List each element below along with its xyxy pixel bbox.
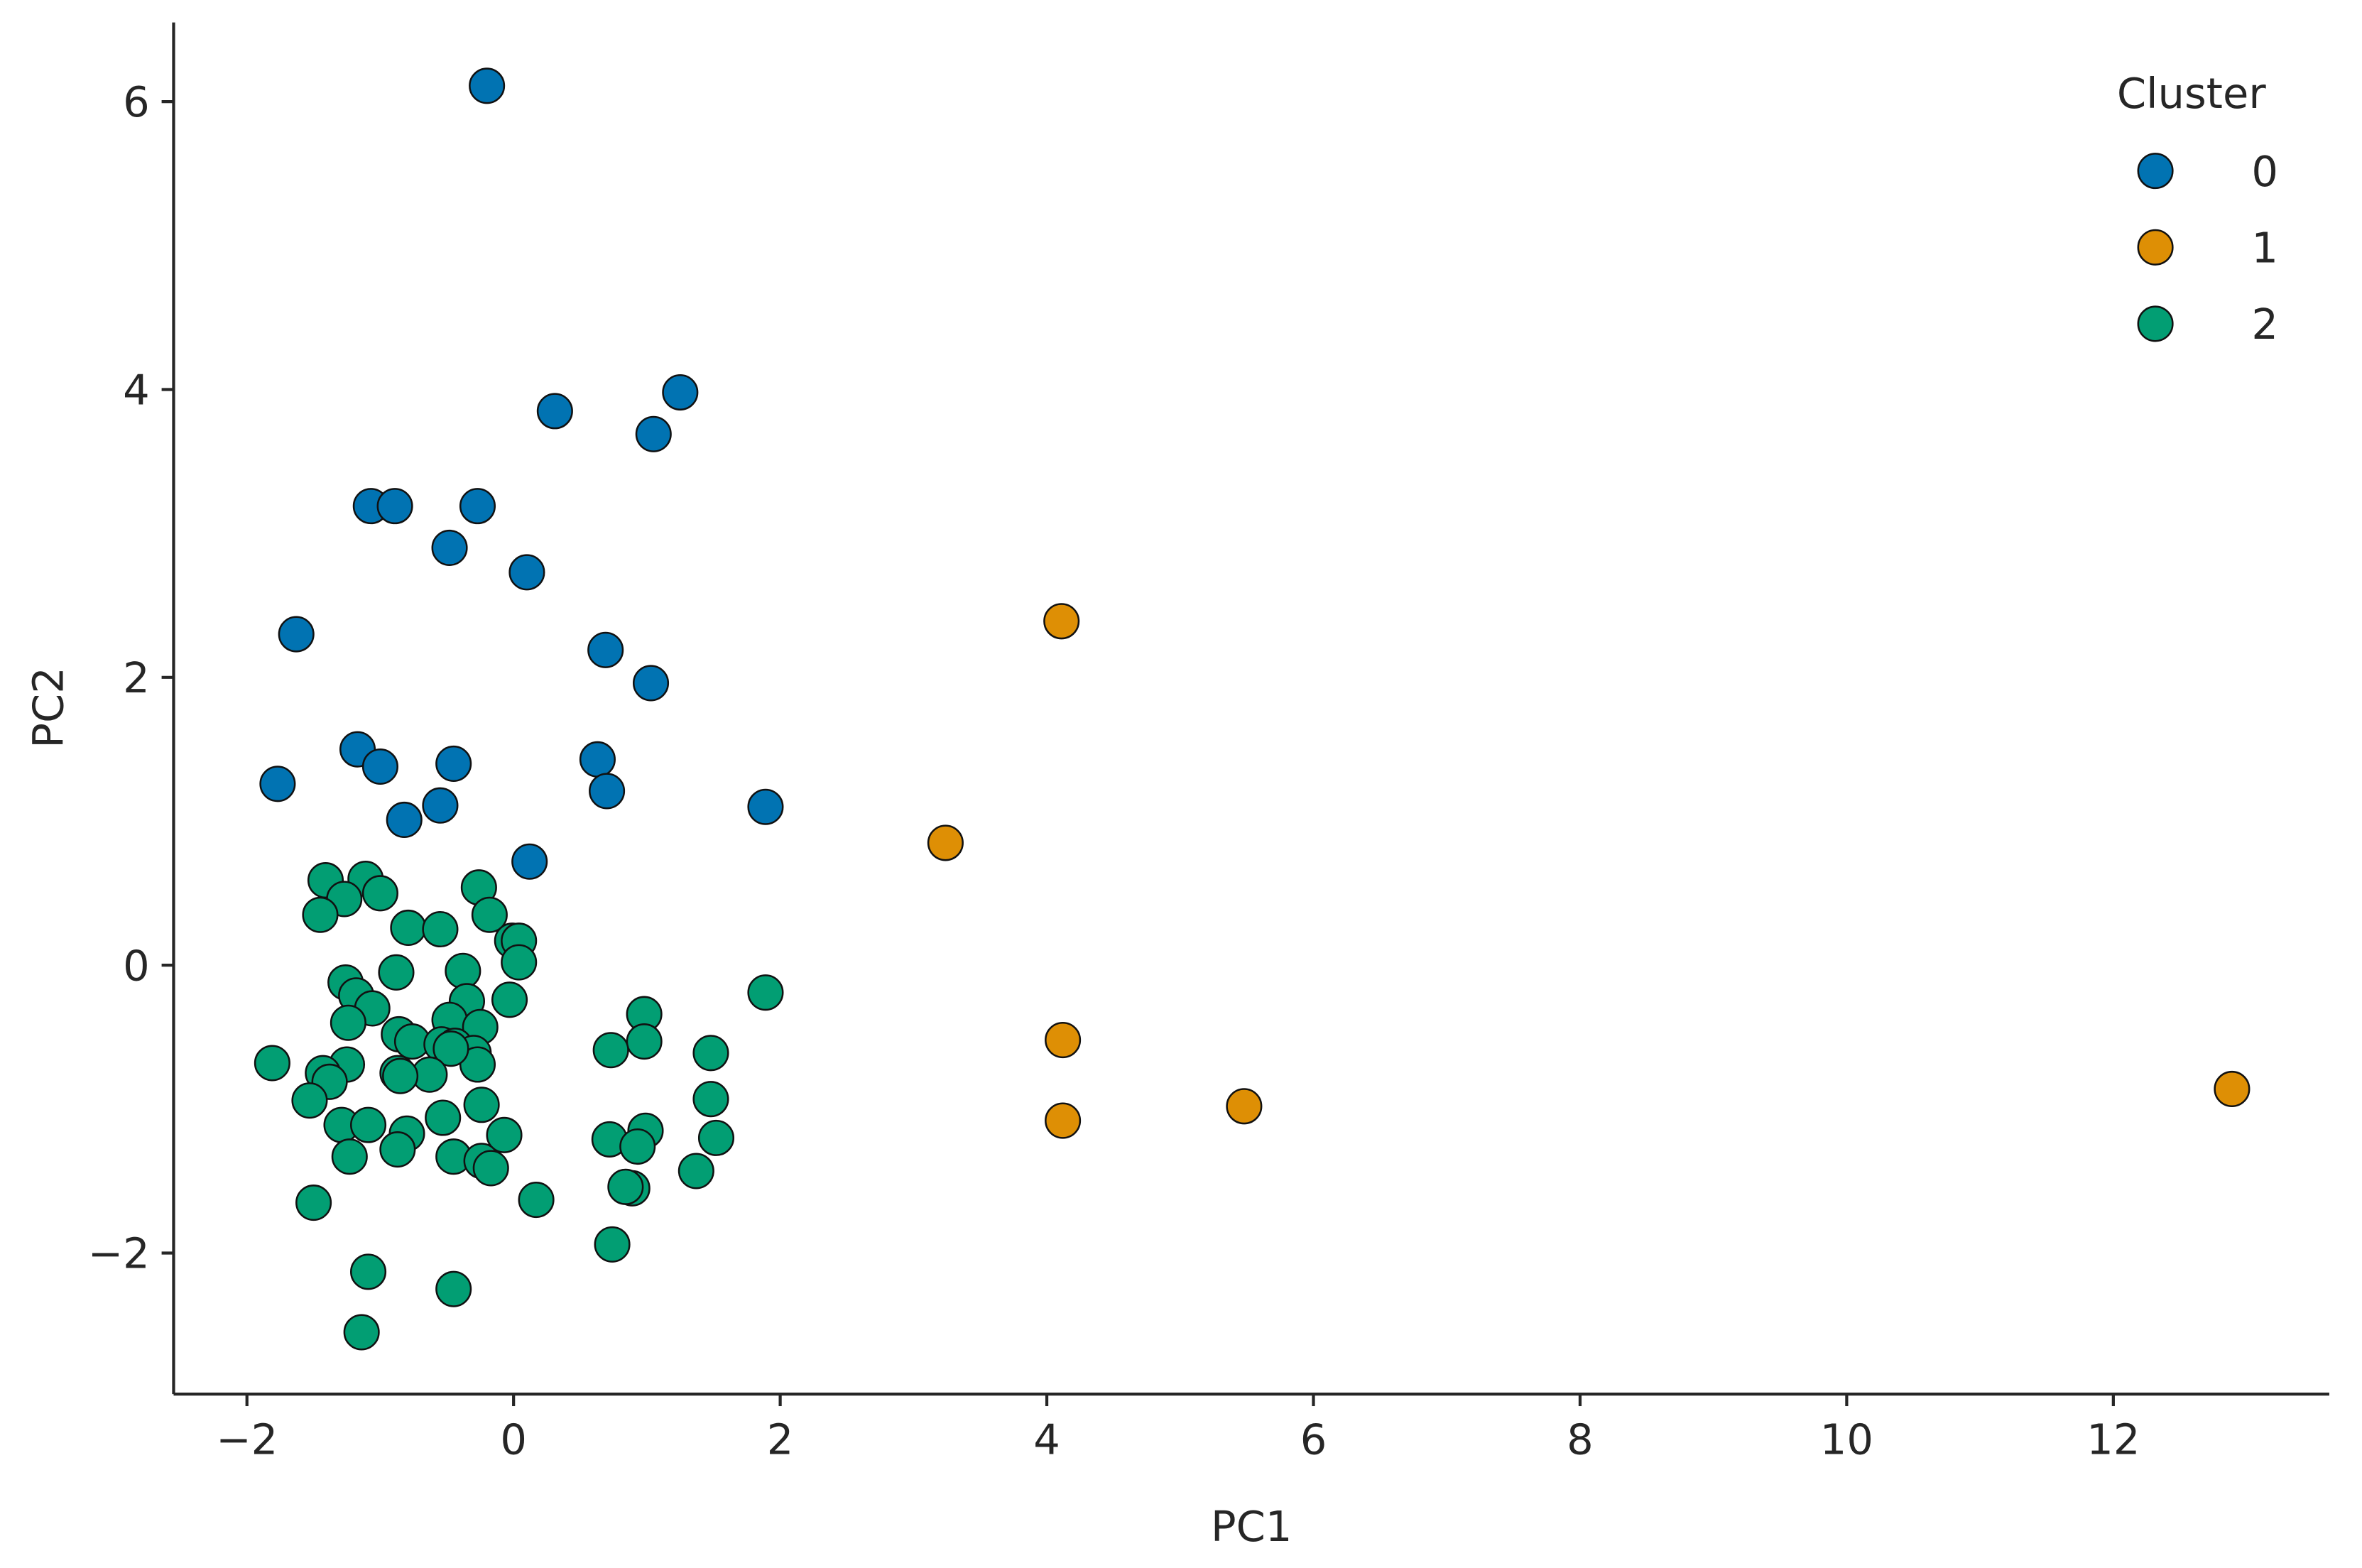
- point: [579, 741, 616, 778]
- point: [361, 875, 398, 912]
- point: [491, 981, 528, 1018]
- point: [254, 1045, 290, 1082]
- point: [302, 896, 339, 933]
- point: [511, 843, 548, 880]
- legend-marker: [2137, 153, 2174, 190]
- x-tick-label: 8: [1567, 1415, 1594, 1464]
- legend-title: Cluster: [2117, 69, 2266, 118]
- point: [697, 1119, 735, 1156]
- point: [1045, 1102, 1082, 1139]
- point: [536, 393, 573, 430]
- point: [463, 1087, 500, 1123]
- point: [386, 801, 423, 839]
- point: [432, 1030, 469, 1067]
- point: [259, 766, 296, 802]
- point: [747, 788, 784, 825]
- point: [471, 896, 508, 933]
- point: [379, 1131, 416, 1168]
- point: [422, 910, 459, 948]
- point: [431, 529, 468, 566]
- point: [459, 1046, 496, 1083]
- point: [1043, 603, 1080, 640]
- point: [747, 974, 784, 1011]
- point: [459, 488, 496, 525]
- legend-marker: [2137, 305, 2174, 342]
- point: [422, 787, 459, 824]
- point: [626, 1023, 663, 1060]
- point: [1045, 1022, 1082, 1059]
- point: [632, 665, 670, 702]
- legend-label: 0: [2251, 147, 2278, 196]
- point: [390, 909, 427, 947]
- point: [331, 1138, 368, 1175]
- point: [1226, 1088, 1263, 1125]
- point: [587, 631, 624, 668]
- legend-label: 2: [2251, 300, 2278, 349]
- point: [469, 67, 506, 104]
- y-tick-label: 4: [123, 366, 150, 415]
- point: [330, 1004, 366, 1041]
- y-tick-label: 2: [123, 653, 150, 702]
- x-axis-label: PC1: [1211, 1502, 1292, 1551]
- x-tick-label: 2: [767, 1415, 794, 1464]
- point: [425, 1099, 462, 1136]
- point: [677, 1153, 714, 1189]
- x-tick-label: 12: [2086, 1415, 2140, 1464]
- point: [445, 952, 481, 989]
- point: [350, 1106, 387, 1143]
- point: [589, 773, 626, 810]
- x-tick-label: 6: [1300, 1415, 1327, 1464]
- point: [635, 415, 672, 452]
- legend-marker: [2137, 229, 2174, 266]
- x-tick-label: 4: [1033, 1415, 1060, 1464]
- point: [501, 944, 538, 981]
- point: [692, 1081, 729, 1118]
- point: [607, 1168, 644, 1205]
- point: [518, 1181, 555, 1219]
- point: [291, 1082, 328, 1119]
- legend-label: 1: [2251, 223, 2278, 272]
- point: [343, 1314, 380, 1351]
- x-tick-label: 10: [1820, 1415, 1873, 1464]
- point: [378, 954, 415, 991]
- point: [592, 1032, 629, 1069]
- point: [662, 374, 699, 411]
- point: [350, 1253, 387, 1290]
- x-tick-label: 0: [500, 1415, 527, 1464]
- point: [382, 1057, 419, 1094]
- point: [361, 748, 398, 785]
- point: [619, 1128, 656, 1165]
- y-tick-label: 0: [123, 941, 150, 990]
- point: [486, 1116, 523, 1153]
- point: [594, 1226, 631, 1263]
- point: [692, 1035, 729, 1072]
- point: [376, 488, 413, 525]
- point: [435, 745, 472, 782]
- point: [927, 824, 964, 861]
- x-tick-label: −2: [216, 1415, 278, 1464]
- y-axis-label: PC2: [23, 667, 72, 748]
- y-tick-label: −2: [88, 1229, 150, 1278]
- point: [472, 1150, 509, 1187]
- y-tick-label: 6: [123, 77, 150, 126]
- point: [278, 616, 315, 653]
- point: [2214, 1070, 2251, 1108]
- point: [508, 554, 545, 591]
- point: [435, 1270, 472, 1307]
- point: [295, 1185, 332, 1221]
